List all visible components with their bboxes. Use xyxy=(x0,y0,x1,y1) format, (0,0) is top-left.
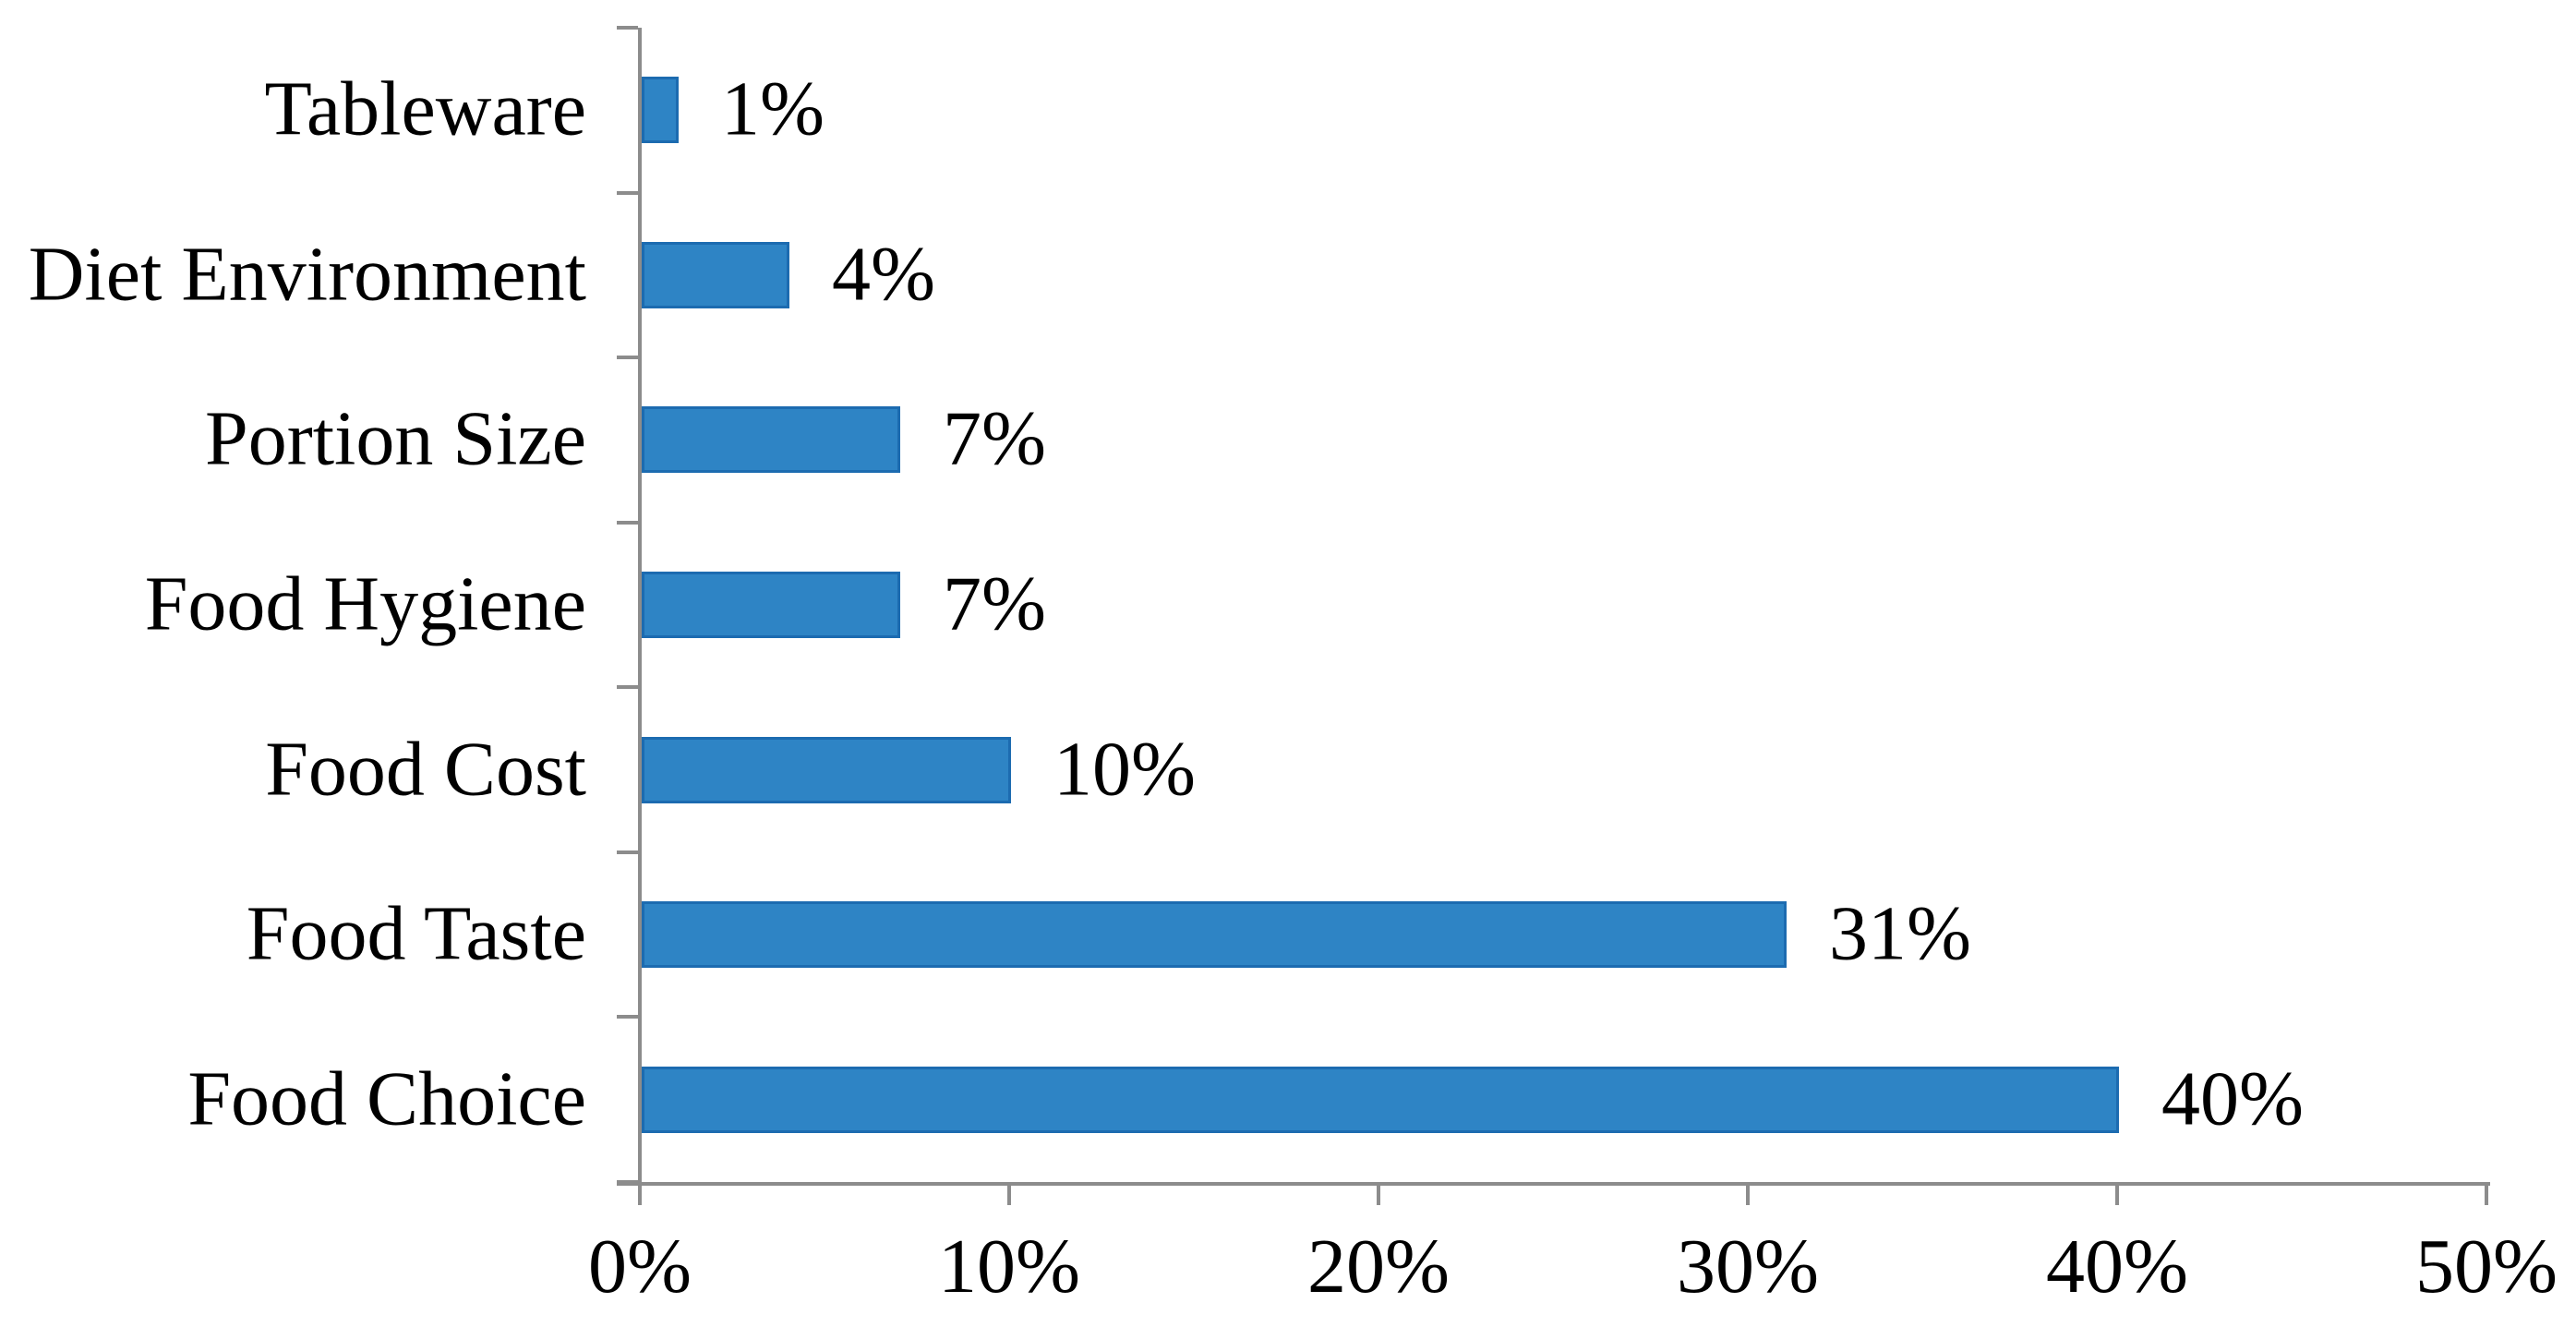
x-tick-label: 40% xyxy=(2046,1224,2188,1309)
bar xyxy=(642,241,789,308)
value-label: 10% xyxy=(1053,726,1196,813)
x-tick-label: 20% xyxy=(1307,1224,1450,1309)
bar xyxy=(642,406,900,474)
bar xyxy=(642,77,679,144)
x-axis-tick xyxy=(1377,1186,1380,1205)
value-label: 4% xyxy=(832,231,935,318)
y-axis-tick xyxy=(617,850,638,854)
category-label: Food Taste xyxy=(246,890,586,977)
value-label: 7% xyxy=(943,396,1046,483)
category-label: Portion Size xyxy=(205,396,586,483)
x-axis-tick xyxy=(1007,1186,1011,1205)
bar xyxy=(642,1066,2119,1133)
x-tick-label: 10% xyxy=(938,1224,1080,1309)
value-label: 40% xyxy=(2161,1056,2304,1142)
y-axis-tick xyxy=(617,190,638,195)
y-axis-tick xyxy=(617,1180,638,1184)
x-tick-label: 0% xyxy=(588,1224,692,1309)
category-label: Food Cost xyxy=(265,726,586,813)
bar xyxy=(642,901,1787,969)
value-label: 1% xyxy=(721,66,825,152)
y-axis-tick xyxy=(617,356,638,360)
bar xyxy=(642,572,900,638)
y-axis-tick xyxy=(617,26,638,30)
x-axis-tick xyxy=(638,1186,642,1205)
category-label: Food Hygiene xyxy=(144,561,586,647)
value-label: 7% xyxy=(943,561,1046,647)
category-label: Food Choice xyxy=(187,1056,586,1142)
category-label: Tableware xyxy=(264,66,586,152)
y-axis-tick xyxy=(617,520,638,525)
x-tick-label: 30% xyxy=(1677,1224,1819,1309)
x-axis-line xyxy=(617,1182,2490,1186)
x-axis-tick xyxy=(2485,1186,2488,1205)
value-label: 31% xyxy=(1829,890,1971,977)
y-axis-line xyxy=(638,28,642,1205)
y-axis-tick xyxy=(617,1015,638,1019)
x-axis-tick xyxy=(2115,1186,2119,1205)
bar xyxy=(642,736,1011,803)
x-tick-label: 50% xyxy=(2415,1224,2558,1309)
x-axis-tick xyxy=(1746,1186,1750,1205)
y-axis-tick xyxy=(617,685,638,690)
category-label: Diet Environment xyxy=(28,231,586,318)
